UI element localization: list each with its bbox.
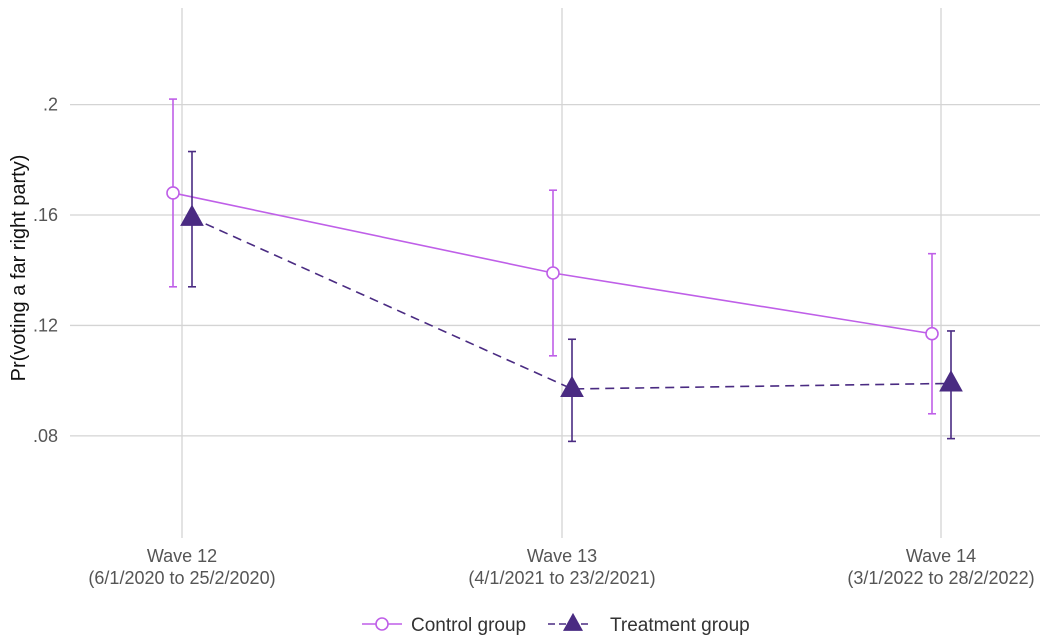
series-treatment [180, 150, 963, 443]
legend-label: Treatment group [610, 615, 750, 636]
legend-key-marker [563, 612, 583, 631]
y-axis-label: Pr(voting a far right party) [8, 155, 30, 382]
legend-label: Control group [411, 615, 526, 636]
data-point [560, 375, 584, 397]
legend-item-treatment: Treatment group [548, 612, 750, 636]
series-line [191, 217, 952, 390]
plot-area [166, 98, 963, 443]
data-point [546, 266, 560, 280]
data-point [939, 370, 963, 392]
y-tick-label: .2 [43, 95, 58, 115]
y-tick-label: .16 [33, 205, 58, 225]
x-tick-label: Wave 14 [906, 546, 976, 566]
y-tick-label: .12 [33, 315, 58, 335]
y-axis: .08 .12 .16 .2 [33, 95, 58, 446]
legend-key-marker [375, 617, 389, 631]
data-point [166, 186, 180, 200]
x-tick-sublabel: (4/1/2021 to 23/2/2021) [468, 568, 655, 588]
x-tick-sublabel: (6/1/2020 to 25/2/2020) [88, 568, 275, 588]
series-control [166, 98, 939, 415]
legend-item-control: Control group [362, 615, 526, 636]
y-tick-label: .08 [33, 426, 58, 446]
x-tick-sublabel: (3/1/2022 to 28/2/2022) [847, 568, 1034, 588]
grid [70, 8, 1040, 538]
data-point [180, 204, 204, 226]
legend: Control group Treatment group [362, 612, 750, 636]
x-tick-label: Wave 12 [147, 546, 217, 566]
x-axis: Wave 12(6/1/2020 to 25/2/2020) Wave 13(4/… [88, 546, 1034, 588]
x-tick-label: Wave 13 [527, 546, 597, 566]
data-point [925, 326, 939, 341]
